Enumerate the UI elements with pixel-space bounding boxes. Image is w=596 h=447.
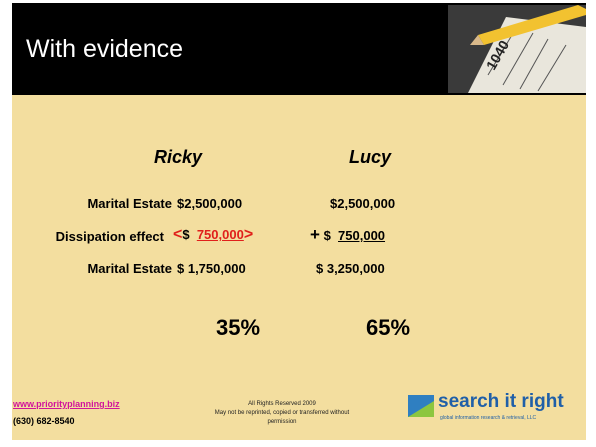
- rights-line: All Rights Reserved 2009: [248, 401, 316, 407]
- logo-tagline: global information research & retrieval,…: [440, 415, 537, 421]
- lucy-value: $2,500,000: [330, 196, 396, 211]
- currency: $: [182, 227, 190, 242]
- rights-line: permission: [267, 419, 297, 425]
- header-image: 1040: [448, 5, 586, 93]
- sign: +: [310, 225, 320, 244]
- lucy-value: $ 3,250,000: [316, 261, 385, 276]
- currency: $: [323, 228, 331, 243]
- row-label: Marital Estate: [87, 196, 172, 211]
- slide: With evidence 1040 Ricky Lucy Marital Es…: [12, 3, 586, 440]
- header-bar: With evidence 1040: [12, 3, 586, 95]
- rights-line: May not be reprinted, copied or transfer…: [214, 410, 350, 416]
- bracket: >: [243, 226, 254, 243]
- website-link[interactable]: www.priorityplanning.biz: [13, 399, 120, 409]
- amount: 750,000: [338, 228, 386, 243]
- amount: 750,000: [196, 227, 244, 242]
- percentage: 35%: [216, 315, 261, 340]
- column-header: Lucy: [349, 147, 392, 167]
- logo-icon: [408, 395, 434, 417]
- bracket: <: [173, 226, 183, 243]
- row-label: Marital Estate: [87, 261, 172, 276]
- percentage: 65%: [366, 315, 411, 340]
- row-label: Dissipation effect: [55, 229, 164, 244]
- ricky-value: <$ 750,000>: [173, 226, 253, 244]
- lucy-value: + $ 750,000: [310, 225, 385, 245]
- rights-notice: All Rights Reserved 2009 May not be repr…: [182, 400, 382, 427]
- phone: (630) 682-8540: [13, 416, 75, 426]
- slide-title: With evidence: [26, 35, 184, 63]
- column-header: Ricky: [154, 147, 203, 167]
- logo-name: search it right: [438, 391, 564, 412]
- ricky-value: $2,500,000: [177, 196, 243, 211]
- ricky-value: $ 1,750,000: [177, 261, 246, 276]
- logo: search it right global information resea…: [408, 391, 586, 427]
